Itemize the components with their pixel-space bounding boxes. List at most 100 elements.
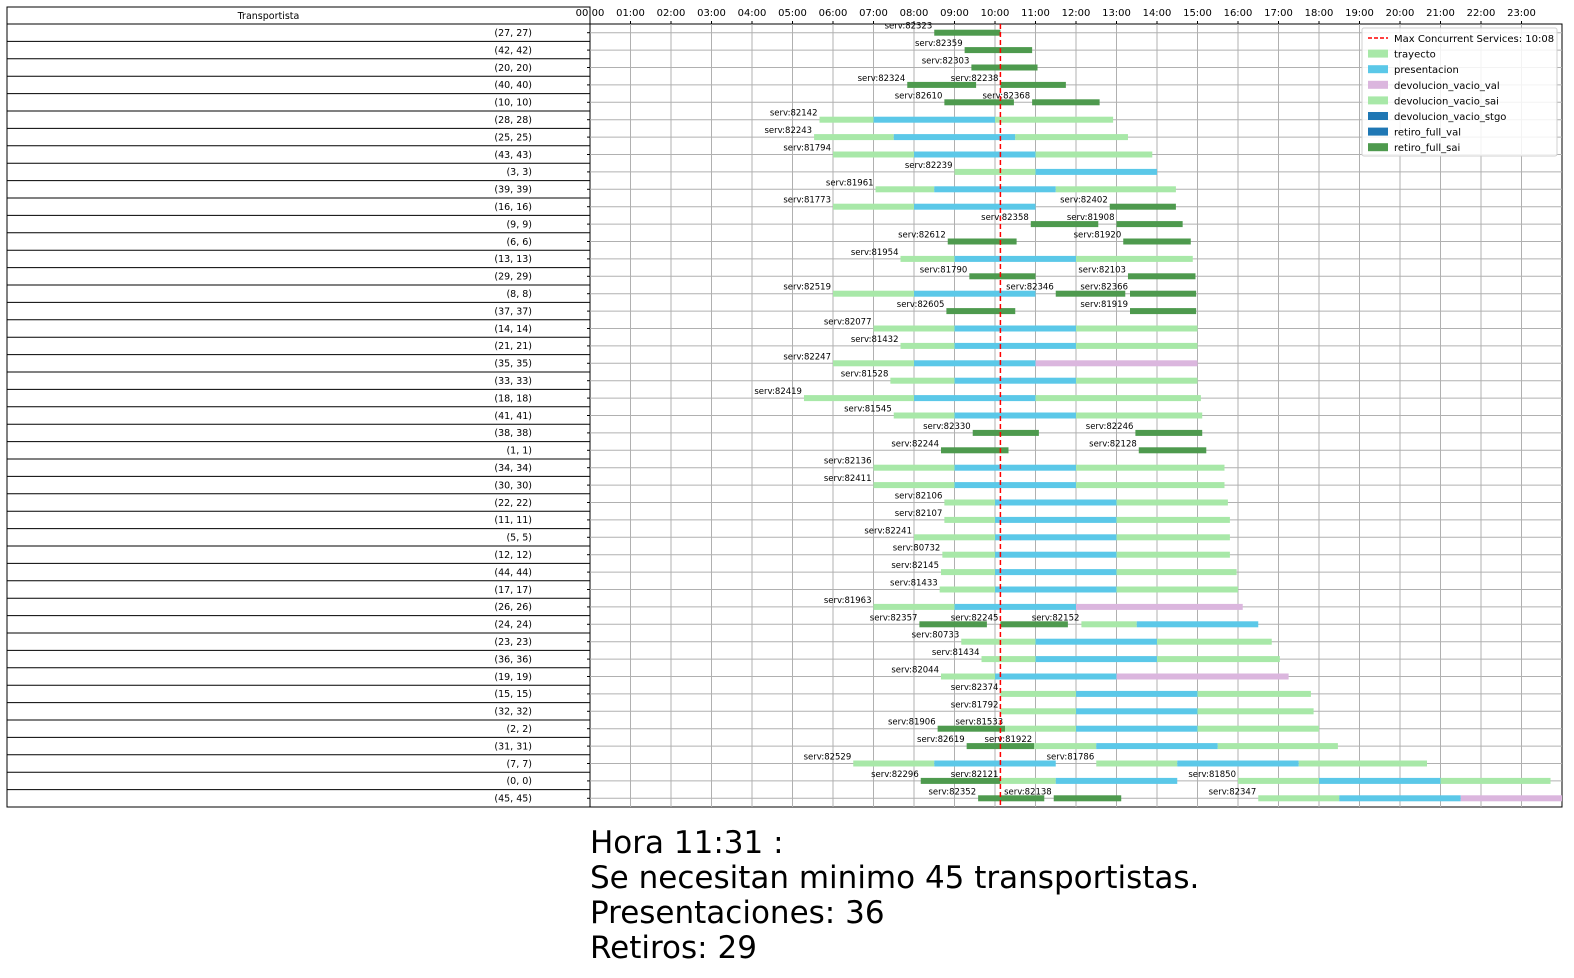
bar-trayecto [873,482,955,489]
bar-retiro_full_sai [1000,621,1068,628]
service-label: serv:81786 [1047,753,1095,763]
bar-trayecto [1258,795,1340,802]
x-tick-label: 08:00 [900,8,929,19]
bar-trayecto [1000,708,1076,715]
driver-label: (15, 15) [494,689,532,700]
driver-label: (30, 30) [494,480,532,491]
bar-trayecto [900,342,955,349]
bar-trayecto [941,673,995,680]
bar-trayecto [1076,325,1198,332]
service-label: serv:82296 [871,770,919,780]
driver-label: (40, 40) [494,80,532,91]
bar-presentacion [995,569,1117,576]
driver-label: (3, 3) [506,167,532,178]
x-tick-label: 05:00 [778,8,807,19]
service-label: serv:82368 [983,91,1031,101]
legend-label: presentacion [1394,65,1459,76]
service-label: serv:82103 [1078,265,1126,275]
bar-trayecto [939,586,995,593]
bar-trayecto [893,412,955,419]
bar-presentacion [954,603,1076,610]
bar-retiro_full_sai [1032,99,1100,106]
bar-trayecto [944,499,995,506]
service-label: serv:81533 [956,718,1004,728]
driver-label: (42, 42) [494,45,532,56]
bar-trayecto [853,760,935,767]
driver-label: (0, 0) [506,776,532,787]
legend-swatch [1368,143,1388,152]
bar-trayecto [1157,656,1280,663]
summary-min-drivers: Se necesitan minimo 45 transportistas. [590,860,1200,896]
bar-trayecto [981,656,1036,663]
bar-trayecto [873,325,955,332]
bar-retiro_full_sai [1135,429,1203,436]
service-label: serv:81919 [1080,300,1128,310]
service-label: serv:82245 [951,613,999,623]
driver-label: (5, 5) [506,533,532,544]
bar-presentacion [995,534,1117,541]
bar-trayecto [819,116,874,123]
driver-label: (35, 35) [494,359,532,370]
driver-label: (23, 23) [494,637,532,648]
service-label: serv:82138 [1004,787,1052,797]
x-tick-label: 02:00 [657,8,686,19]
bar-presentacion [914,203,1036,210]
driver-label: (29, 29) [494,272,532,283]
bar-retiro_full_sai [969,273,1036,280]
bar-retiro_full_sai [971,64,1038,71]
bar-retiro_full_sai [1123,238,1191,245]
service-label: serv:82244 [891,439,939,449]
bar-trayecto [1034,743,1097,750]
summary-hour: Hora 11:31 : [590,825,784,861]
driver-label: (7, 7) [506,759,532,770]
bar-trayecto [1116,586,1238,593]
x-tick-label: 18:00 [1305,8,1334,19]
service-label: serv:82330 [923,422,971,432]
bar-trayecto [1238,777,1319,784]
bar-presentacion [1339,795,1461,802]
bar-presentacion [914,290,1036,297]
bar-trayecto [1076,342,1198,349]
service-label: serv:80732 [893,544,941,554]
x-tick-label: 23:00 [1507,8,1536,19]
service-label: serv:81434 [932,648,980,658]
service-label: serv:82605 [897,300,945,310]
driver-label: (28, 28) [494,115,532,126]
service-label: serv:82239 [905,161,953,171]
driver-label: (6, 6) [506,237,532,248]
service-label: serv:81433 [890,579,938,589]
legend-swatch [1368,96,1388,105]
bar-presentacion [1035,168,1157,175]
x-tick-label: 15:00 [1183,8,1212,19]
service-label: serv:82352 [929,787,977,797]
bar-trayecto [1197,708,1314,715]
driver-label: (21, 21) [494,341,532,352]
driver-label: (45, 45) [494,794,532,805]
service-label: serv:82121 [951,770,999,780]
bar-trayecto [954,168,1036,175]
bar-retiro_full_sai [1053,795,1122,802]
driver-label: (18, 18) [494,393,532,404]
service-label: serv:81528 [841,370,889,380]
bar-retiro_full_sai [972,429,1039,436]
service-label: serv:82366 [1080,283,1128,293]
driver-label: (34, 34) [494,463,532,474]
bar-trayecto [833,290,914,297]
bar-trayecto [1197,725,1319,732]
service-label: serv:81790 [920,265,968,275]
driver-label: (26, 26) [494,602,532,613]
bar-trayecto [942,551,995,558]
bar-trayecto [1217,743,1338,750]
bar-trayecto [890,377,955,384]
legend-swatch [1368,80,1388,89]
bar-devolucion_vacio_val [1076,603,1243,610]
service-label: serv:82128 [1089,439,1137,449]
service-label: serv:82077 [824,318,872,328]
service-label: serv:82246 [1086,422,1134,432]
driver-label: (32, 32) [494,707,532,718]
service-label: serv:82136 [824,457,872,467]
driver-label: (20, 20) [494,63,532,74]
x-tick-label: 20:00 [1386,8,1415,19]
service-label: serv:82243 [764,126,812,136]
x-tick-label: 01:00 [616,8,645,19]
